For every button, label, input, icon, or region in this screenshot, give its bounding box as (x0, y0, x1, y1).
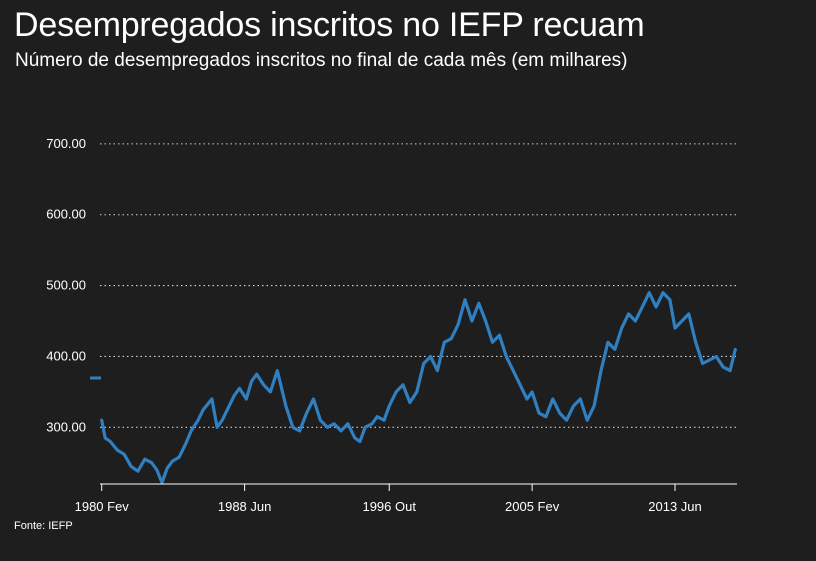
series-lines (100, 291, 737, 485)
y-tick-label: 300.00 (46, 419, 86, 434)
y-axis-tick-labels: 300.00 400.00 500.00 600.00 700.00 (46, 136, 86, 434)
source-note: Fonte: IEFP (14, 520, 73, 532)
x-tick-label: 2005 Fev (505, 499, 560, 514)
series-line (100, 291, 737, 485)
x-tick-label: 1988 Jun (218, 499, 272, 514)
y-tick-label: 500.00 (46, 278, 86, 293)
x-tick-label: 1996 Out (362, 499, 416, 514)
x-tick-label: 1980 Fev (75, 499, 130, 514)
x-tick-label: 2013 Jun (648, 499, 702, 514)
y-tick-label: 600.00 (46, 207, 86, 222)
x-axis-tick-labels: 1980 Fev 1988 Jun 1996 Out 2005 Fev 2013 Jun (75, 499, 702, 514)
y-tick-label: 400.00 (46, 348, 86, 363)
chart-subtitle: Número de desempregados inscritos no fin… (15, 50, 628, 71)
y-tick-label: 700.00 (46, 136, 86, 151)
chart-title: Desempregados inscritos no IEFP recuam (14, 6, 645, 44)
x-axis (100, 483, 737, 491)
